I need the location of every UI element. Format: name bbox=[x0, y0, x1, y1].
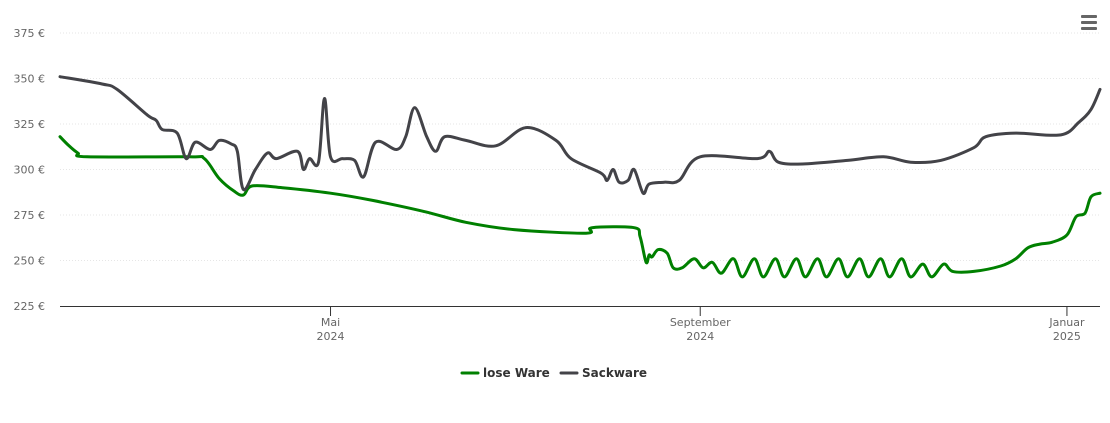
hamburger-menu-icon[interactable] bbox=[1076, 11, 1102, 33]
legend: lose Ware Sackware bbox=[460, 366, 647, 380]
x-tick-year: 2025 bbox=[1053, 330, 1081, 343]
y-tick-label: 250 € bbox=[14, 255, 46, 268]
series-line-lose-ware[interactable] bbox=[58, 135, 1102, 279]
x-tick-month: Januar bbox=[1048, 316, 1085, 329]
y-tick-label: 325 € bbox=[14, 118, 46, 131]
x-tick-year: 2024 bbox=[686, 330, 714, 343]
y-axis: 225 € 250 € 275 € 300 € 325 € 350 € 375 € bbox=[14, 27, 46, 313]
y-tick-label: 225 € bbox=[14, 300, 46, 313]
y-tick-label: 375 € bbox=[14, 27, 46, 40]
grid-lines bbox=[60, 32, 1100, 261]
legend-label[interactable]: Sackware bbox=[582, 366, 647, 380]
x-tick-month: September bbox=[670, 316, 731, 329]
x-tick-month: Mai bbox=[321, 316, 340, 329]
series-line-sackware[interactable] bbox=[58, 75, 1102, 196]
x-tick-year: 2024 bbox=[317, 330, 345, 343]
y-tick-label: 275 € bbox=[14, 209, 46, 222]
series-lines bbox=[58, 75, 1102, 279]
legend-label[interactable]: lose Ware bbox=[483, 366, 550, 380]
y-tick-label: 350 € bbox=[14, 73, 46, 86]
y-tick-label: 300 € bbox=[14, 164, 46, 177]
